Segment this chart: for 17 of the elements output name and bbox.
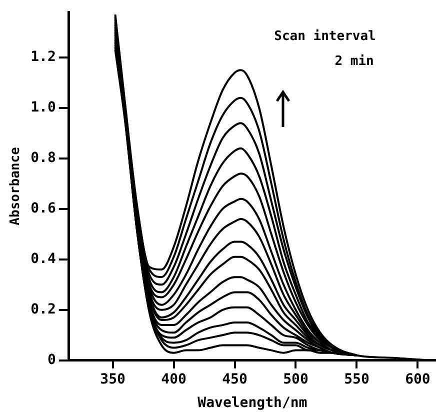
- x-tick-label: 350: [100, 371, 126, 388]
- y-tick-label: 1.0: [30, 100, 56, 116]
- y-axis-title: Absorbance: [8, 146, 24, 226]
- x-tick-label: 400: [161, 371, 186, 388]
- x-axis-title: Wavelength/nm: [198, 395, 308, 412]
- y-tick-label: 0.4: [30, 251, 56, 268]
- y-tick-label: 0.2: [30, 302, 56, 318]
- x-tick-label: 550: [344, 371, 370, 388]
- annotation: Scan interval: [274, 29, 376, 44]
- x-tick-label: 450: [222, 371, 248, 388]
- x-tick-label: 500: [283, 371, 308, 388]
- y-tick-label: 1.2: [30, 49, 56, 66]
- y-tick-label: 0.8: [30, 150, 56, 166]
- annotation: 2 min: [334, 54, 374, 69]
- y-tick-label: 0.6: [30, 200, 56, 217]
- x-tick-label: 600: [405, 371, 430, 388]
- y-tick-label: 0: [47, 352, 56, 368]
